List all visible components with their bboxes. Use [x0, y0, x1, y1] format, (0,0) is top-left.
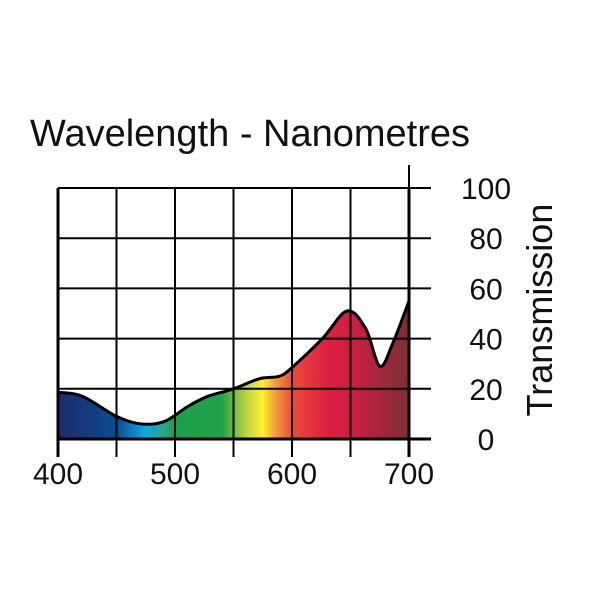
y-tick-label: 60: [469, 273, 502, 306]
y-tick-label: 40: [469, 324, 502, 357]
y-tick-label: 100: [461, 173, 511, 206]
x-tick-label: 500: [150, 458, 200, 491]
y-axis-label: Transmission: [519, 204, 560, 417]
transmission-area: [58, 300, 409, 439]
y-tick-label: 20: [469, 374, 502, 407]
transmission-curve: [57, 300, 411, 426]
x-tick-label: 700: [384, 458, 434, 491]
y-tick-label: 0: [478, 424, 495, 457]
chart-title: Wavelength - Nanometres: [30, 113, 470, 155]
y-tick-label: 80: [469, 223, 502, 256]
x-tick-label: 400: [33, 458, 83, 491]
x-tick-label: 600: [267, 458, 317, 491]
